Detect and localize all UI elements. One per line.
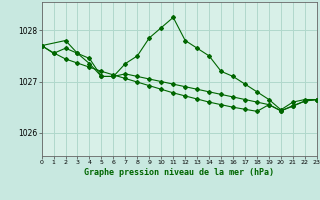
X-axis label: Graphe pression niveau de la mer (hPa): Graphe pression niveau de la mer (hPa) (84, 168, 274, 177)
